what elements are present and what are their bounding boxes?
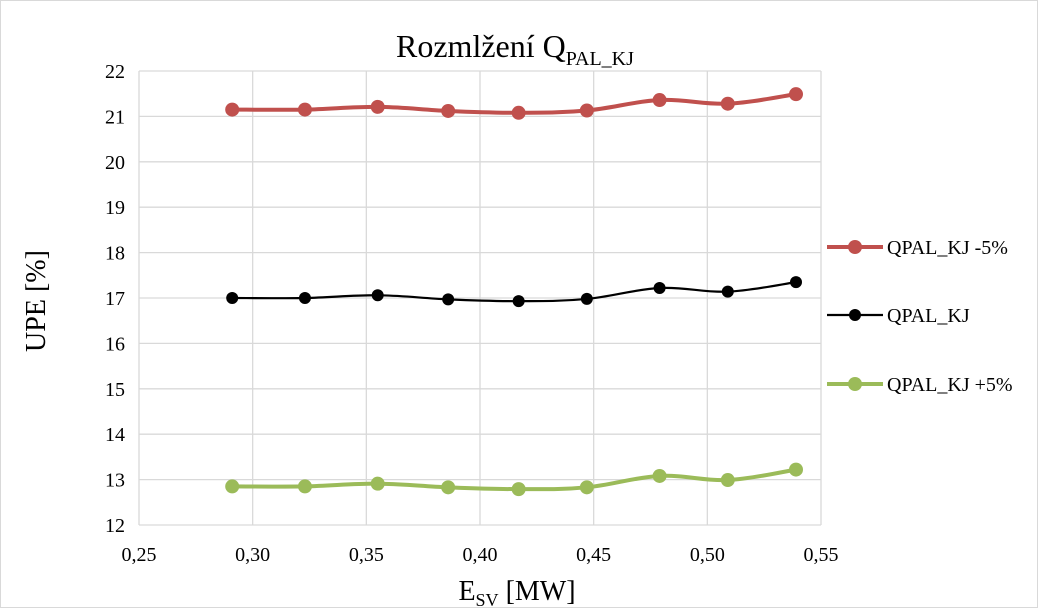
x-tick-label: 0,30 (235, 544, 270, 566)
data-point (225, 479, 240, 494)
legend-label: QPAL_KJ (887, 305, 970, 327)
x-axis-title-unit: [MW] (499, 576, 576, 607)
y-axis-title: UPE [%] (21, 250, 52, 352)
legend: QPAL_KJ -5% QPAL_KJ QPAL_KJ +5% (827, 237, 1013, 396)
data-point (720, 473, 735, 488)
data-point (579, 103, 594, 118)
data-point (721, 285, 734, 298)
x-axis-ticks: 0,25 0,30 0,35 0,40 0,45 0,50 0,55 (122, 544, 839, 566)
data-point (789, 276, 802, 289)
data-point (370, 476, 385, 491)
y-tick-label: 20 (105, 152, 125, 174)
y-tick-label: 16 (105, 333, 125, 355)
y-tick-label: 12 (105, 515, 125, 537)
plot-area (225, 87, 803, 497)
data-point (441, 103, 456, 118)
data-point (653, 282, 666, 295)
data-point (225, 102, 240, 117)
y-tick-label: 14 (105, 424, 125, 446)
data-point (652, 468, 667, 483)
chart-title: Rozmlžení QPAL_KJ (396, 28, 634, 70)
data-point (512, 295, 525, 308)
x-axis-title: ESV [MW] (458, 576, 575, 607)
y-tick-label: 22 (105, 61, 125, 83)
x-tick-label: 0,55 (804, 544, 839, 566)
x-tick-label: 0,40 (463, 544, 498, 566)
data-point (788, 462, 803, 477)
x-tick-label: 0,50 (690, 544, 725, 566)
y-tick-label: 13 (105, 470, 125, 492)
data-point (298, 292, 311, 304)
data-point (441, 480, 456, 495)
data-point (442, 293, 455, 306)
x-tick-label: 0,35 (349, 544, 384, 566)
data-point (297, 479, 312, 494)
x-axis-title-main: E (458, 576, 475, 607)
data-point (652, 93, 667, 108)
legend-label: QPAL_KJ -5% (887, 237, 1008, 259)
y-tick-label: 21 (105, 106, 125, 128)
data-point (720, 96, 735, 111)
x-tick-label: 0,45 (576, 544, 611, 566)
data-point (511, 105, 526, 120)
y-axis-ticks: 12 13 14 15 16 17 18 19 20 21 22 (105, 61, 125, 537)
legend-swatch-marker (848, 240, 862, 254)
y-tick-label: 15 (105, 379, 125, 401)
legend-swatch-marker (848, 377, 862, 391)
y-tick-label: 19 (105, 197, 125, 219)
data-point (226, 292, 239, 304)
data-point (371, 289, 384, 302)
legend-label: QPAL_KJ +5% (887, 374, 1013, 396)
legend-swatch-marker (849, 309, 861, 321)
data-point (579, 480, 594, 495)
x-tick-label: 0,25 (122, 544, 157, 566)
y-tick-label: 17 (105, 288, 125, 310)
y-tick-label: 18 (105, 243, 125, 265)
chart-title-main: Rozmlžení Q (396, 28, 566, 64)
data-point (580, 292, 593, 305)
chart-title-subscript: PAL_KJ (566, 48, 634, 70)
x-axis-title-subscript: SV (476, 590, 499, 607)
data-point (511, 482, 526, 497)
data-point (788, 87, 803, 102)
data-point (297, 102, 312, 117)
data-point (370, 99, 385, 114)
